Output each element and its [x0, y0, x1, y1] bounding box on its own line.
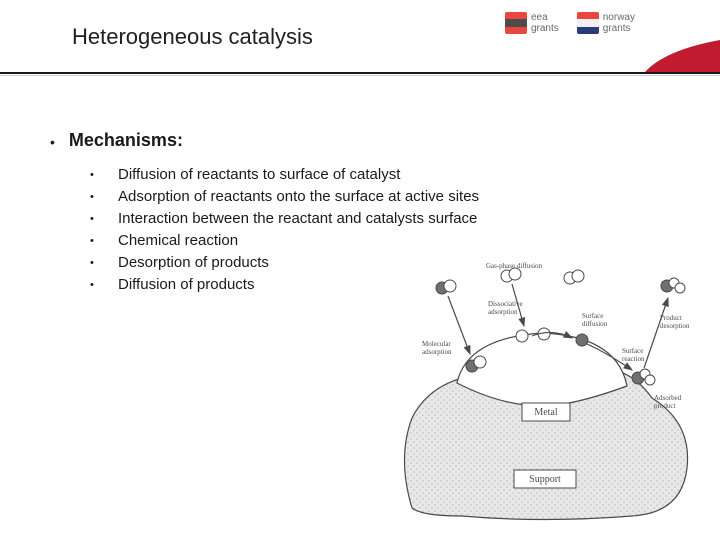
list-item: • Interaction between the reactant and c…: [90, 208, 690, 230]
rule-top: [0, 72, 720, 74]
logo-bar: [505, 19, 527, 26]
list-item: • Diffusion of reactants to surface of c…: [90, 164, 690, 186]
logo-label-line: eea: [531, 12, 559, 23]
logo-label-line: norway: [603, 12, 635, 23]
list-text: Interaction between the reactant and cat…: [118, 208, 477, 230]
list-text: Desorption of products: [118, 252, 269, 274]
molecules-gas: [436, 268, 685, 294]
bullet-icon: •: [50, 130, 55, 154]
logo-swatch-norway: [577, 12, 599, 34]
logo-swatch-eea: [505, 12, 527, 34]
label-metal: Metal: [534, 407, 558, 418]
catalysis-diagram: Gas-phase diffusion Dissociative adsorpt…: [392, 258, 702, 523]
label-molecular: Molecular adsorption: [422, 340, 453, 356]
list-item: • Chemical reaction: [90, 230, 690, 252]
label-surface-diffusion: Surface diffusion: [582, 312, 608, 328]
header-rule: [0, 72, 720, 76]
logo-bar: [577, 27, 599, 34]
corner-ribbon: [645, 0, 720, 72]
bullet-icon: •: [90, 186, 96, 208]
bullet-icon: •: [90, 164, 96, 186]
logo-label: eea grants: [531, 12, 559, 34]
list-item: • Adsorption of reactants onto the surfa…: [90, 186, 690, 208]
section-row: • Mechanisms:: [50, 130, 690, 154]
list-text: Diffusion of reactants to surface of cat…: [118, 164, 400, 186]
bullet-icon: •: [90, 208, 96, 230]
logo-label-line: grants: [531, 23, 559, 34]
section-heading: Mechanisms:: [69, 130, 183, 151]
label-gas-phase: Gas-phase diffusion: [486, 262, 543, 270]
bullet-icon: •: [90, 274, 96, 296]
list-text: Diffusion of products: [118, 274, 254, 296]
bullet-icon: •: [90, 230, 96, 252]
logo-bar: [577, 12, 599, 19]
logo-label-line: grants: [603, 23, 635, 34]
label-surface-reaction: Surface reaction: [622, 347, 645, 363]
logo-label: norway grants: [603, 12, 635, 34]
bullet-icon: •: [90, 252, 96, 274]
list-text: Chemical reaction: [118, 230, 238, 252]
list-text: Adsorption of reactants onto the surface…: [118, 186, 479, 208]
logo-eea: eea grants: [505, 12, 559, 34]
logo-group: eea grants norway grants: [505, 12, 635, 34]
label-product-desorption: Product desorption: [660, 314, 690, 330]
slide-title: Heterogeneous catalysis: [72, 24, 313, 50]
logo-bar: [505, 27, 527, 34]
logo-norway: norway grants: [577, 12, 635, 34]
logo-bar: [505, 12, 527, 19]
label-support: Support: [529, 474, 561, 485]
logo-bar: [577, 19, 599, 26]
label-adsorbed-product: Adsorbed product: [654, 394, 683, 410]
slide-header: Heterogeneous catalysis eea grants norwa…: [0, 0, 720, 72]
rule-bottom: [0, 75, 720, 76]
